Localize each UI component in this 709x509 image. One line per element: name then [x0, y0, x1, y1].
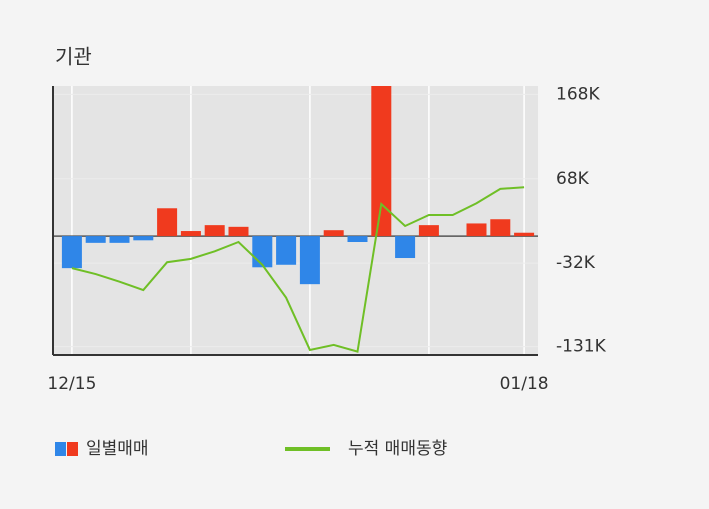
y-tick-label: 168K [556, 84, 600, 104]
legend-label: 누적 매매동향 [348, 439, 447, 459]
bar [347, 236, 368, 243]
bar [466, 223, 487, 237]
plot [53, 86, 538, 355]
bar [157, 208, 178, 237]
bar [395, 236, 416, 259]
y-tick-label: -131K [556, 337, 607, 357]
x-tick-label: 01/18 [500, 374, 549, 394]
legend-swatch-negative [55, 442, 66, 456]
bar [61, 236, 82, 269]
legend-label: 일별매매 [86, 439, 149, 459]
bar [514, 232, 535, 237]
bar [418, 225, 439, 237]
y-tick-label: -32K [556, 253, 596, 273]
bar [299, 236, 320, 285]
bar [133, 236, 154, 241]
bar [323, 230, 344, 237]
bar [371, 86, 392, 237]
bar [204, 225, 225, 237]
x-tick-label: 12/15 [47, 374, 96, 394]
bar [490, 219, 511, 237]
bar [228, 226, 249, 237]
bar [109, 236, 130, 243]
bar [252, 236, 273, 268]
plot-area [53, 86, 538, 355]
line [71, 186, 525, 353]
legend-swatch-positive [67, 442, 78, 456]
chart-title: 기관 [55, 45, 92, 69]
y-tick-label: 68K [556, 169, 590, 189]
legend: 일별매매 누적 매매동향 [55, 439, 447, 459]
bar [180, 231, 201, 237]
bar [85, 236, 106, 243]
bar [276, 236, 297, 265]
